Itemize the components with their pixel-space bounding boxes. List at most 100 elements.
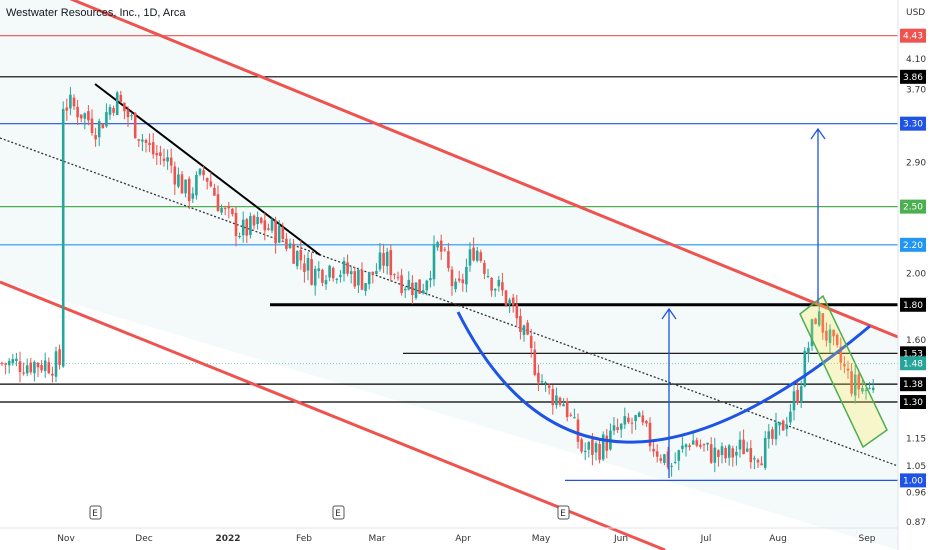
candle-body — [846, 368, 850, 371]
candle-body — [342, 260, 346, 274]
candle-body — [148, 142, 151, 145]
candle-body — [454, 281, 457, 290]
candle-body — [259, 217, 263, 223]
candle-body — [493, 288, 497, 291]
candle-body — [411, 282, 414, 296]
candle-body — [360, 270, 364, 290]
candle-body — [645, 420, 648, 424]
candle-body — [97, 121, 101, 138]
candle-body — [328, 265, 331, 278]
candle-body — [591, 439, 594, 456]
candle-body — [601, 434, 605, 460]
price-tick-label: 0.87 — [906, 518, 926, 528]
candle-body — [187, 178, 191, 202]
candle-body — [47, 362, 51, 374]
candle-body — [321, 269, 324, 283]
candle-body — [353, 271, 357, 287]
candle-body — [735, 451, 738, 456]
earnings-event-marker — [89, 505, 102, 520]
candle-body — [605, 435, 609, 451]
candle-body — [357, 269, 360, 286]
candle-body — [209, 181, 213, 187]
candle-body — [252, 215, 256, 226]
candle-body — [69, 94, 72, 109]
candle-body — [43, 360, 47, 371]
candle-body — [663, 454, 666, 463]
candle-body — [828, 329, 832, 343]
candle-body — [558, 397, 562, 405]
candle-body — [331, 267, 335, 279]
candle-body — [162, 158, 166, 161]
candle-body — [231, 208, 234, 215]
candle-body — [335, 278, 339, 280]
price-tag-1-38 — [900, 377, 926, 392]
candle-body — [562, 404, 565, 407]
candle-body — [249, 216, 252, 235]
price-tag-1-30 — [900, 394, 926, 409]
candle-body — [115, 92, 119, 115]
candle-body — [33, 361, 36, 374]
candle-body — [7, 360, 11, 366]
earnings-event-label: E — [92, 509, 98, 519]
candle-body — [105, 112, 108, 127]
candle-body — [15, 358, 18, 362]
candle-body — [151, 142, 155, 155]
candle-body — [277, 225, 281, 243]
candle-body — [155, 153, 159, 156]
candle-body — [133, 112, 137, 139]
candle-body — [864, 389, 868, 391]
candle-body — [673, 461, 677, 463]
price-tag-3-30 — [900, 116, 926, 131]
candle-body — [364, 283, 367, 291]
candle-body — [659, 458, 663, 461]
candle-body — [702, 444, 706, 446]
candle-body — [461, 279, 465, 284]
candle-body — [418, 279, 421, 294]
candle-body — [385, 251, 389, 267]
time-tick-label: Apr — [455, 534, 471, 544]
candle-body — [490, 277, 493, 291]
candle-body — [843, 364, 846, 367]
candle-body — [436, 242, 439, 248]
candle-body — [551, 389, 555, 406]
candle-body — [580, 439, 583, 452]
candle-body — [202, 170, 205, 176]
candle-body — [83, 113, 87, 119]
candle-body — [227, 205, 231, 209]
price-tick-label: 1.15 — [906, 435, 926, 445]
candle-body — [807, 347, 810, 354]
candle-body — [263, 220, 267, 231]
candle-body — [112, 107, 115, 113]
candle-body — [724, 447, 727, 459]
flag-rectangle — [799, 294, 888, 449]
candle-body — [313, 268, 317, 286]
candle-body — [439, 240, 443, 252]
candle-body — [169, 157, 173, 166]
candle-body — [195, 174, 198, 196]
candle-body — [641, 415, 645, 423]
candle-body — [868, 388, 871, 390]
candle-body — [861, 388, 864, 392]
candle-body — [742, 439, 745, 455]
candle-body — [479, 252, 483, 261]
candle-body — [421, 290, 425, 294]
candle-body — [378, 252, 382, 270]
candle-body — [533, 349, 537, 375]
price-tick-label: 2.00 — [906, 269, 926, 279]
candle-body — [814, 318, 817, 324]
earnings-event-marker — [557, 505, 570, 520]
candle-body — [850, 371, 853, 394]
candle-body — [537, 372, 540, 383]
candle-body — [270, 219, 274, 231]
candle-body — [191, 193, 195, 199]
time-tick-label: Jun — [613, 534, 628, 544]
candle-body — [486, 275, 490, 277]
candle-body — [810, 319, 814, 346]
candle-body — [540, 381, 544, 383]
candle-body — [835, 334, 839, 346]
candle-body — [25, 365, 29, 374]
candle-body — [61, 109, 65, 367]
candle-body — [666, 451, 670, 468]
candle-body — [76, 106, 79, 118]
